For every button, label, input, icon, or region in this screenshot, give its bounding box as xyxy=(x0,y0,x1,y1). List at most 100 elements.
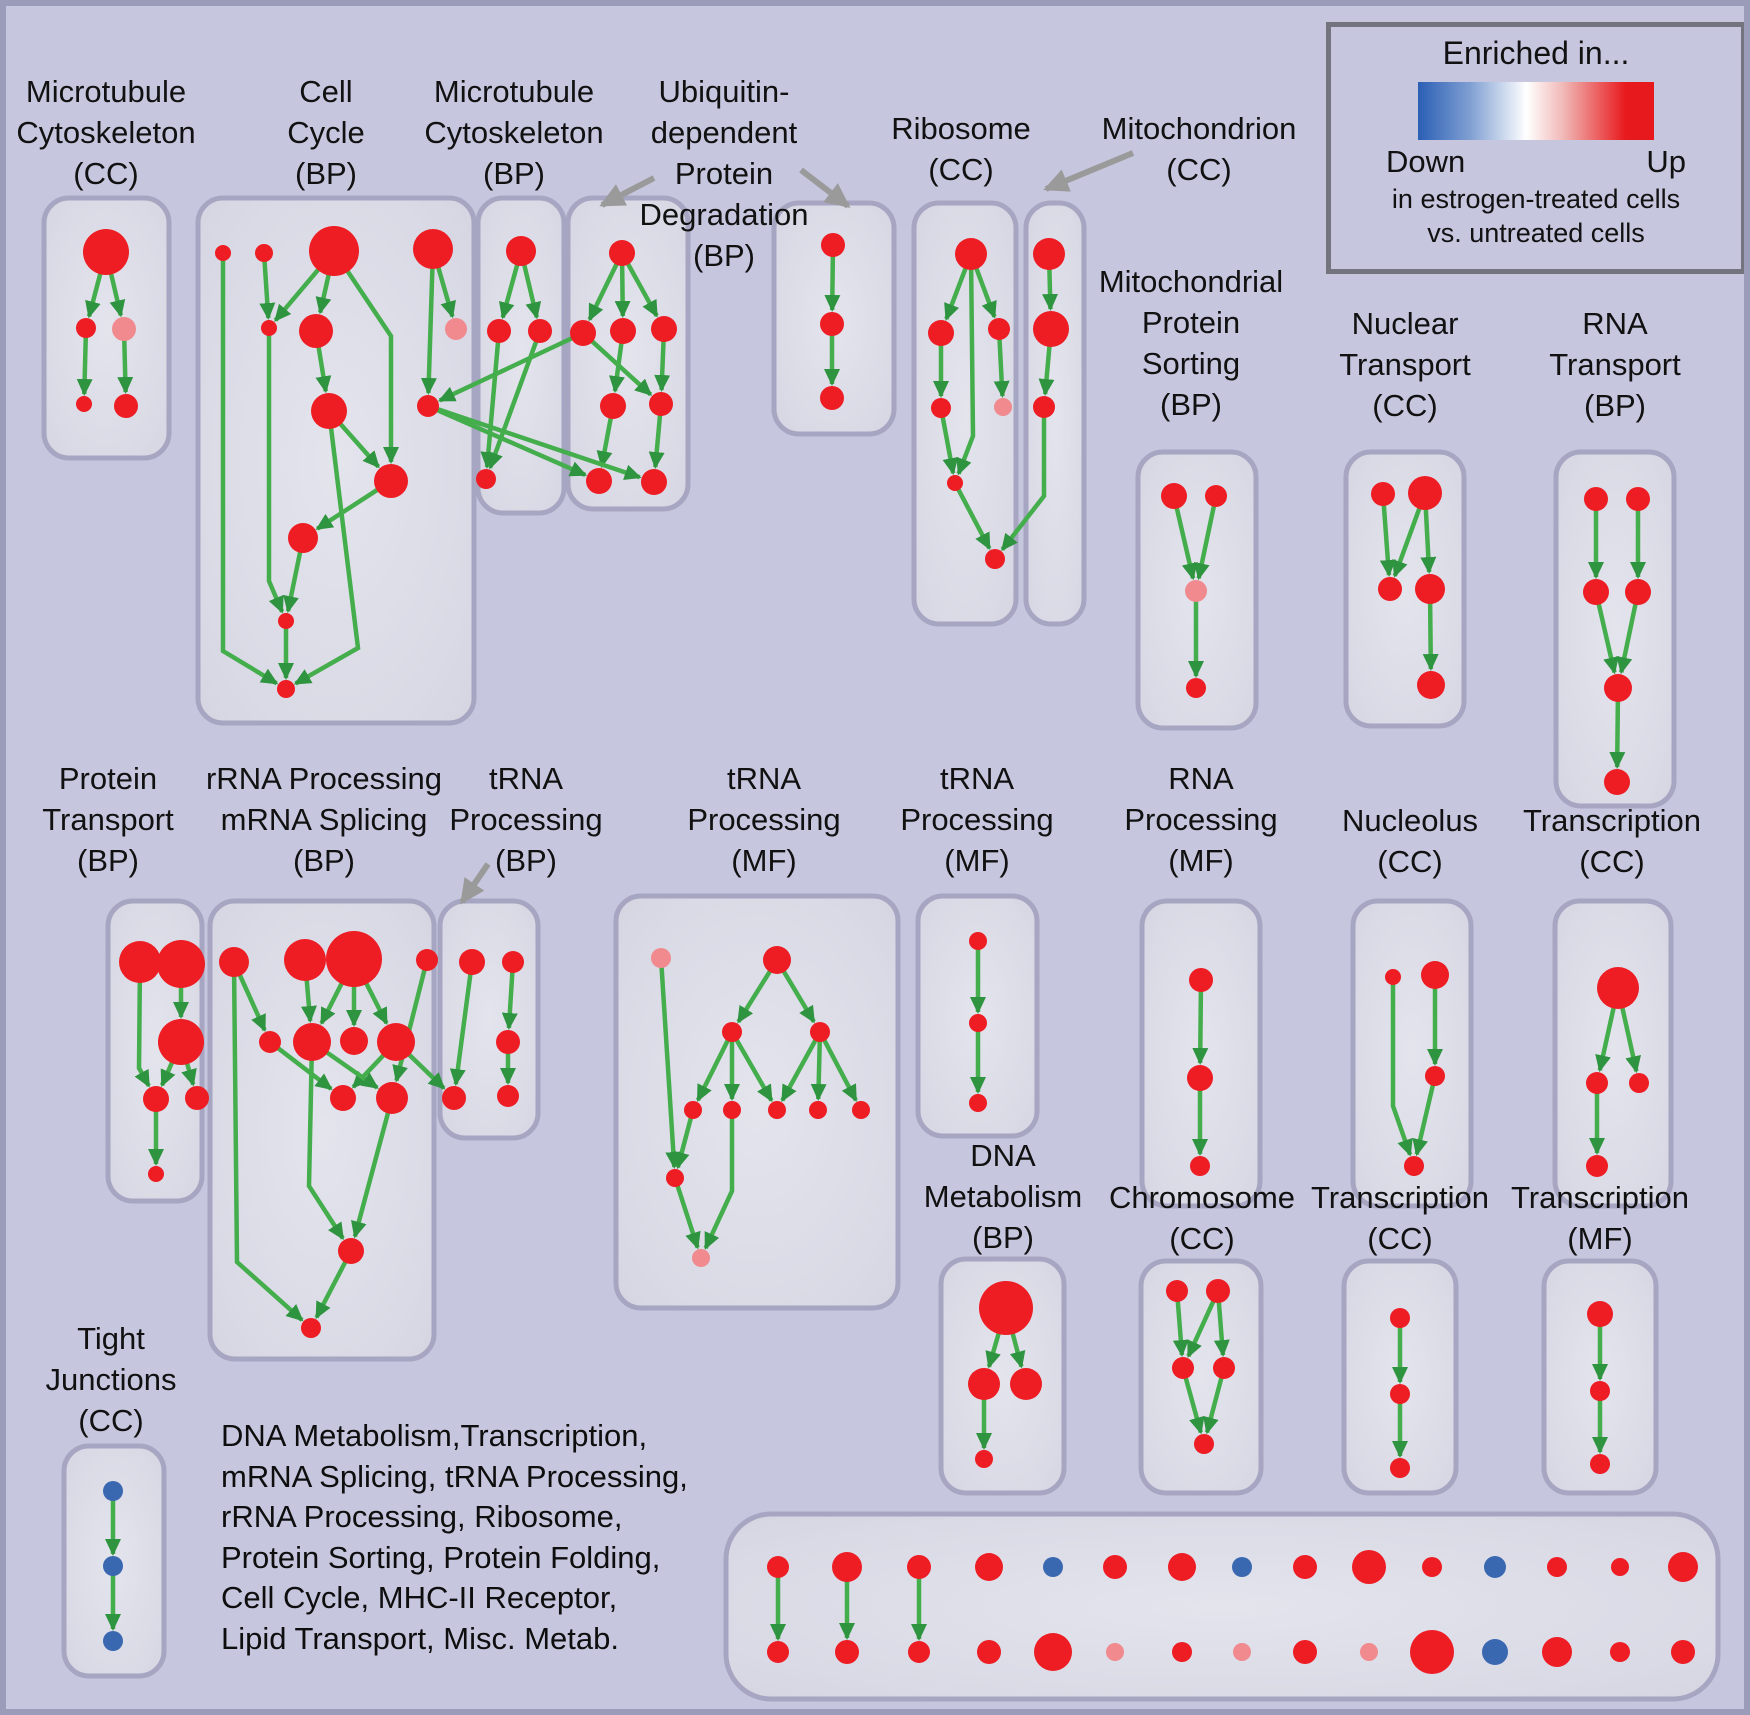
chromosome-cc-box xyxy=(1138,1258,1264,1496)
ubiquitin-degradation-bp-label-line: dependent xyxy=(651,115,798,150)
edge-f6-f7 xyxy=(956,488,992,551)
misc-strip-node-xb13 xyxy=(1542,1637,1572,1667)
edge-c2-c4 xyxy=(480,341,501,470)
ribosome-cc-label-line: (CC) xyxy=(928,152,993,187)
chromosome-cc-node-t3 xyxy=(1172,1357,1194,1379)
microtubule-cytoskeleton-bp-node-c4 xyxy=(476,469,496,489)
protein-transport-bp-node-k6 xyxy=(148,1166,164,1182)
rna-transport-bp-label-line: RNA xyxy=(1582,306,1648,341)
edge-l3-l8 xyxy=(364,982,389,1026)
trna-processing-mf-large-label-line: (MF) xyxy=(731,843,796,878)
edge-p1-p2 xyxy=(1192,990,1209,1066)
edge-i1-i3 xyxy=(1379,504,1396,578)
edge-b4-b9 xyxy=(420,267,437,396)
rrna-processing-mrna-splicing-bp-node-l5 xyxy=(259,1031,281,1053)
protein-transport-bp-label-line: (BP) xyxy=(77,843,139,878)
misc-text-line: Lipid Transport, Misc. Metab. xyxy=(221,1620,619,1656)
edge-l10-l11 xyxy=(351,1111,391,1239)
mitochondrial-protein-sorting-bp-label-line: Sorting xyxy=(1142,346,1240,381)
edge-l4-l10 xyxy=(392,969,427,1083)
rrna-processing-mrna-splicing-bp-node-l3 xyxy=(326,931,382,987)
misc-strip-node-xb11 xyxy=(1410,1630,1454,1674)
transcription-cc-bottom-node-u2 xyxy=(1390,1384,1410,1404)
ribosome-cc-node-f6 xyxy=(947,475,963,491)
mitochondrial-protein-sorting-bp-node-h1 xyxy=(1161,483,1187,509)
mitochondrion-cc-node-g3 xyxy=(1033,396,1055,418)
rna-transport-bp-label-line: Transport xyxy=(1549,347,1681,382)
edge-d3-d5 xyxy=(609,342,625,394)
mitochondrion-cc-node-g1 xyxy=(1033,238,1065,270)
transcription-cc-mid-label-line: (CC) xyxy=(1579,844,1644,879)
microtubule-cytoskeleton-cc-label-line: Cytoskeleton xyxy=(16,115,195,150)
misc-strip-node-xt10 xyxy=(1352,1550,1386,1584)
chromosome-cc-node-t1 xyxy=(1166,1280,1188,1302)
cell-cycle-bp-node-b1 xyxy=(215,245,231,261)
edge-k3-k5 xyxy=(181,1062,197,1087)
trna-processing-mf-large-node-n2 xyxy=(763,946,791,974)
microtubule-cytoskeleton-bp-box xyxy=(475,195,567,516)
trna-bp-pointer-arrow-icon xyxy=(459,862,491,905)
edge-d2-d6 xyxy=(590,339,653,397)
misc-strip-node-xt12 xyxy=(1484,1556,1506,1578)
ribosome-cc-node-f4 xyxy=(931,398,951,418)
mitochondrial-protein-sorting-bp-node-h2 xyxy=(1205,485,1227,507)
edge-t4-t5 xyxy=(1203,1377,1224,1435)
cell-cycle-bp-label-line: (BP) xyxy=(295,156,357,191)
nuclear-transport-cc-node-i5 xyxy=(1417,671,1445,699)
trna-processing-mf-large-node-n3 xyxy=(722,1022,742,1042)
edge-l3-l6 xyxy=(319,982,344,1026)
edge-b1-b13 xyxy=(220,260,279,686)
dna-metabolism-bp-node-s3 xyxy=(1010,1368,1042,1400)
transcription-cc-mid-box xyxy=(1552,898,1674,1209)
edge-b10-b11 xyxy=(315,487,379,531)
misc-strip-node-xb9 xyxy=(1293,1640,1317,1664)
ubiquitin-degradation-bp-node-d6 xyxy=(649,392,673,416)
legend-box: Enriched in... Down Up in estrogen-treat… xyxy=(1326,22,1744,274)
misc-strip-node-xt6 xyxy=(1103,1555,1127,1579)
rrna-processing-mrna-splicing-bp-node-l6 xyxy=(293,1023,331,1061)
rrna-processing-mrna-splicing-bp-label-line: (BP) xyxy=(293,843,355,878)
microtubule-cytoskeleton-cc-node-a5 xyxy=(114,394,138,418)
dna-metabolism-bp-box xyxy=(938,1256,1067,1496)
edge-b9-d8 xyxy=(436,407,642,481)
nucleolus-cc-node-q2 xyxy=(1421,961,1449,989)
microtubule-cytoskeleton-bp-node-c2 xyxy=(487,319,511,343)
edge-d1-d2 xyxy=(587,262,619,322)
ubiquitin-degradation-bp-2-node-e3 xyxy=(820,386,844,410)
cell-cycle-bp-node-b8 xyxy=(311,393,347,429)
mitochondrion-cc-node-g2 xyxy=(1033,311,1069,347)
trna-processing-bp-node-m4 xyxy=(442,1086,466,1110)
rna-processing-mf-label-line: (MF) xyxy=(1168,843,1233,878)
edge-q1-q4 xyxy=(1390,984,1413,1157)
transcription-cc-bottom-node-u1 xyxy=(1390,1308,1410,1328)
protein-transport-bp-label-line: Transport xyxy=(42,802,174,837)
microtubule-cytoskeleton-cc-label-line: Microtubule xyxy=(26,74,186,109)
dna-metabolism-bp-label-line: DNA xyxy=(970,1138,1036,1173)
chromosome-cc-label-line: (CC) xyxy=(1169,1221,1234,1256)
chromosome-cc-label-line: Chromosome xyxy=(1109,1180,1295,1215)
misc-strip-node-xb12 xyxy=(1482,1639,1508,1665)
trna-processing-mf-small-label-line: Processing xyxy=(900,802,1053,837)
cell-cycle-bp-label-line: Cell xyxy=(299,74,352,109)
ubiquitin-degradation-bp-label-line: Protein xyxy=(675,156,773,191)
rna-processing-mf-node-p1 xyxy=(1189,968,1213,992)
dna-metabolism-bp-node-s4 xyxy=(975,1450,993,1468)
transcription-cc-mid-node-r1 xyxy=(1597,967,1639,1009)
mitochondrial-protein-sorting-bp-node-h3 xyxy=(1185,580,1207,602)
rna-transport-bp-node-j4 xyxy=(1625,579,1651,605)
misc-strip-node-xb2 xyxy=(835,1640,859,1664)
trna-processing-bp-label-line: tRNA xyxy=(489,761,563,796)
edge-f1-f3 xyxy=(974,267,997,319)
cell-cycle-bp-node-b6 xyxy=(299,314,333,348)
edge-n10-n11 xyxy=(675,1184,701,1250)
microtubule-cytoskeleton-cc-node-a3 xyxy=(112,317,136,341)
nuclear-transport-cc-node-i2 xyxy=(1408,476,1442,510)
protein-transport-bp-label-line: Protein xyxy=(59,761,157,796)
misc-text-line: mRNA Splicing, tRNA Processing, xyxy=(221,1458,688,1494)
transcription-mf-label-line: Transcription xyxy=(1511,1180,1689,1215)
trna-processing-mf-large-node-n10 xyxy=(666,1169,684,1187)
transcription-mf-node-v3 xyxy=(1590,1454,1610,1474)
edge-i2-i3 xyxy=(1392,507,1422,578)
edge-m2-m3 xyxy=(501,971,518,1031)
cell-cycle-bp-node-b10 xyxy=(374,464,408,498)
